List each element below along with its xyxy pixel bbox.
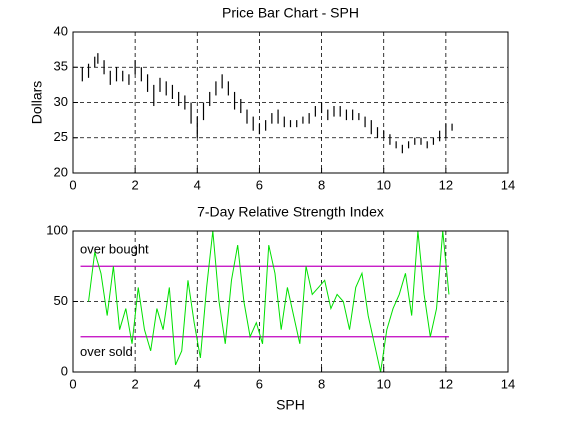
x-tick-label: 8 bbox=[318, 177, 325, 192]
y-tick-label: 50 bbox=[54, 293, 68, 308]
y-tick-label: 25 bbox=[54, 129, 68, 144]
x-tick-label: 4 bbox=[194, 376, 201, 391]
y-tick-label: 35 bbox=[54, 59, 68, 74]
rsi-line bbox=[88, 230, 450, 373]
x-tick-label: 2 bbox=[132, 177, 139, 192]
chart-title: 7-Day Relative Strength Index bbox=[197, 204, 384, 220]
y-tick-label: 20 bbox=[54, 164, 68, 179]
x-tick-label: 4 bbox=[194, 177, 201, 192]
y-axis-label: Dollars bbox=[29, 81, 45, 125]
x-tick-label: 0 bbox=[69, 177, 76, 192]
x-tick-label: 10 bbox=[376, 376, 390, 391]
x-tick-label: 6 bbox=[256, 177, 263, 192]
chart-title: Price Bar Chart - SPH bbox=[222, 5, 359, 21]
level-label: over sold bbox=[80, 344, 133, 359]
y-tick-label: 30 bbox=[54, 94, 68, 109]
x-tick-label: 14 bbox=[501, 177, 515, 192]
x-tick-label: 0 bbox=[69, 376, 76, 391]
x-tick-label: 12 bbox=[439, 177, 453, 192]
x-tick-label: 10 bbox=[376, 177, 390, 192]
level-label: over bought bbox=[80, 242, 149, 257]
y-tick-label: 0 bbox=[61, 363, 68, 378]
x-tick-label: 14 bbox=[501, 376, 515, 391]
x-tick-label: 12 bbox=[439, 376, 453, 391]
x-tick-label: 8 bbox=[318, 376, 325, 391]
y-tick-label: 100 bbox=[46, 222, 68, 237]
x-tick-label: 2 bbox=[132, 376, 139, 391]
x-axis-label: SPH bbox=[276, 397, 305, 413]
axes-frame bbox=[72, 31, 509, 174]
x-tick-label: 6 bbox=[256, 376, 263, 391]
axes-frame bbox=[72, 230, 509, 373]
y-tick-label: 40 bbox=[54, 23, 68, 38]
